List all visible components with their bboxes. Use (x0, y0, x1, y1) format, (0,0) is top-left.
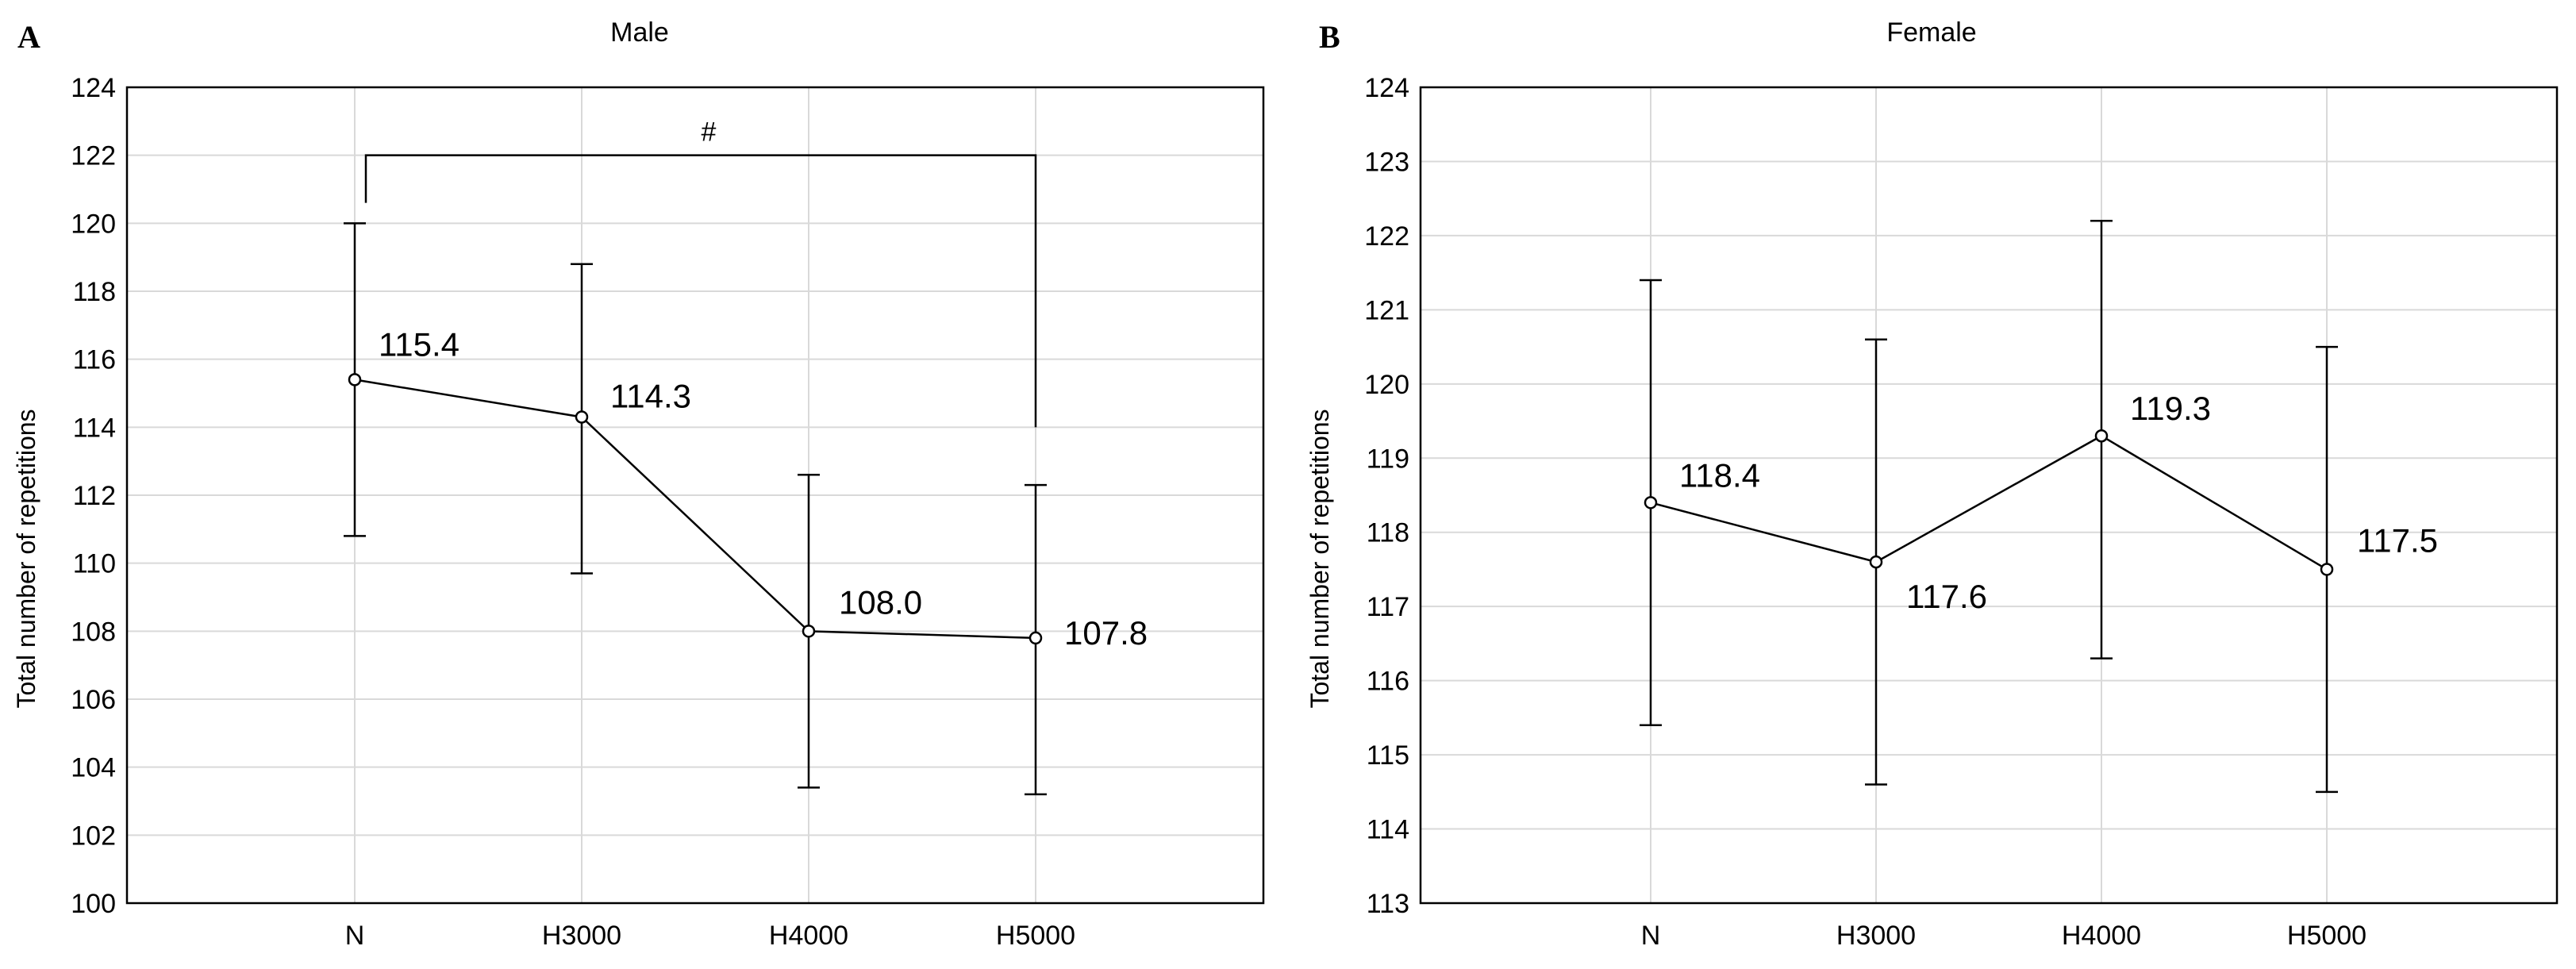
y-tick-label: 112 (73, 481, 116, 511)
y-axis-label-female: Total number of repetitions (1305, 409, 1334, 708)
y-tick-label: 115 (1367, 740, 1409, 771)
data-point (1869, 555, 1883, 569)
y-tick-label: 102 (71, 821, 116, 851)
data-point (1644, 496, 1658, 509)
data-label: 119.3 (2130, 390, 2211, 427)
data-label: 107.8 (1064, 614, 1148, 652)
chart-title-female: Female (1886, 17, 1976, 48)
data-point (2320, 563, 2334, 576)
x-tick-label: H3000 (1836, 921, 1916, 951)
y-tick-label: 116 (73, 345, 116, 375)
y-tick-label: 110 (73, 549, 116, 579)
x-tick-label: N (1641, 921, 1661, 951)
data-point (802, 625, 816, 638)
y-tick-label: 124 (1364, 73, 1409, 103)
y-tick-label: 114 (73, 413, 116, 443)
data-point (2094, 429, 2109, 443)
data-label: 117.5 (2357, 521, 2438, 559)
plot-frame (1419, 86, 2559, 905)
data-label: 108.0 (839, 583, 922, 621)
y-tick-label: 122 (71, 141, 116, 171)
data-label: 114.3 (610, 377, 691, 414)
y-tick-label: 120 (1364, 370, 1409, 400)
y-tick-label: 118 (73, 277, 116, 307)
y-tick-label: 120 (71, 209, 116, 239)
y-tick-label: 122 (1364, 221, 1409, 252)
x-tick-label: H5000 (996, 921, 1075, 951)
y-tick-label: 116 (1367, 667, 1409, 697)
x-tick-label: H4000 (769, 921, 848, 951)
x-tick-label: N (345, 921, 365, 951)
x-tick-label: H4000 (2062, 921, 2141, 951)
series-line (1650, 434, 2328, 571)
chart-panel-male: A Male Total number of repetitions 100 10… (12, 17, 1265, 951)
series-line (354, 379, 1036, 640)
y-tick-label: 114 (1367, 815, 1409, 845)
y-tick-label: 124 (71, 73, 116, 103)
x-tick-label: H5000 (2287, 921, 2366, 951)
y-tick-label: 100 (71, 889, 116, 919)
data-point (1028, 631, 1043, 645)
significance-marker: # (702, 117, 717, 148)
data-point (575, 410, 589, 424)
x-tick-label: H3000 (542, 921, 621, 951)
significance-bracket (364, 154, 1037, 428)
panel-letter-a: A (17, 19, 40, 55)
y-tick-label: 108 (71, 617, 116, 647)
y-tick-label: 106 (71, 685, 116, 715)
data-label: 115.4 (379, 325, 459, 363)
y-tick-label: 113 (1367, 889, 1409, 919)
y-tick-label: 104 (71, 753, 116, 783)
chart-panel-female: B Female Total number of repetitions 113… (1305, 17, 2559, 951)
panel-letter-b: B (1319, 19, 1340, 55)
y-axis-label-male: Total number of repetitions (12, 409, 40, 708)
y-tick-label: 117 (1367, 592, 1409, 622)
y-tick-label: 118 (1367, 518, 1409, 548)
y-tick-label: 119 (1367, 444, 1409, 474)
y-tick-label: 123 (1364, 147, 1409, 177)
data-point (348, 373, 362, 386)
y-tick-label: 121 (1364, 295, 1409, 325)
plot-frame (125, 86, 1265, 905)
chart-title-male: Male (610, 17, 669, 48)
data-label: 118.4 (1679, 456, 1760, 494)
data-label: 117.6 (1906, 578, 1987, 615)
